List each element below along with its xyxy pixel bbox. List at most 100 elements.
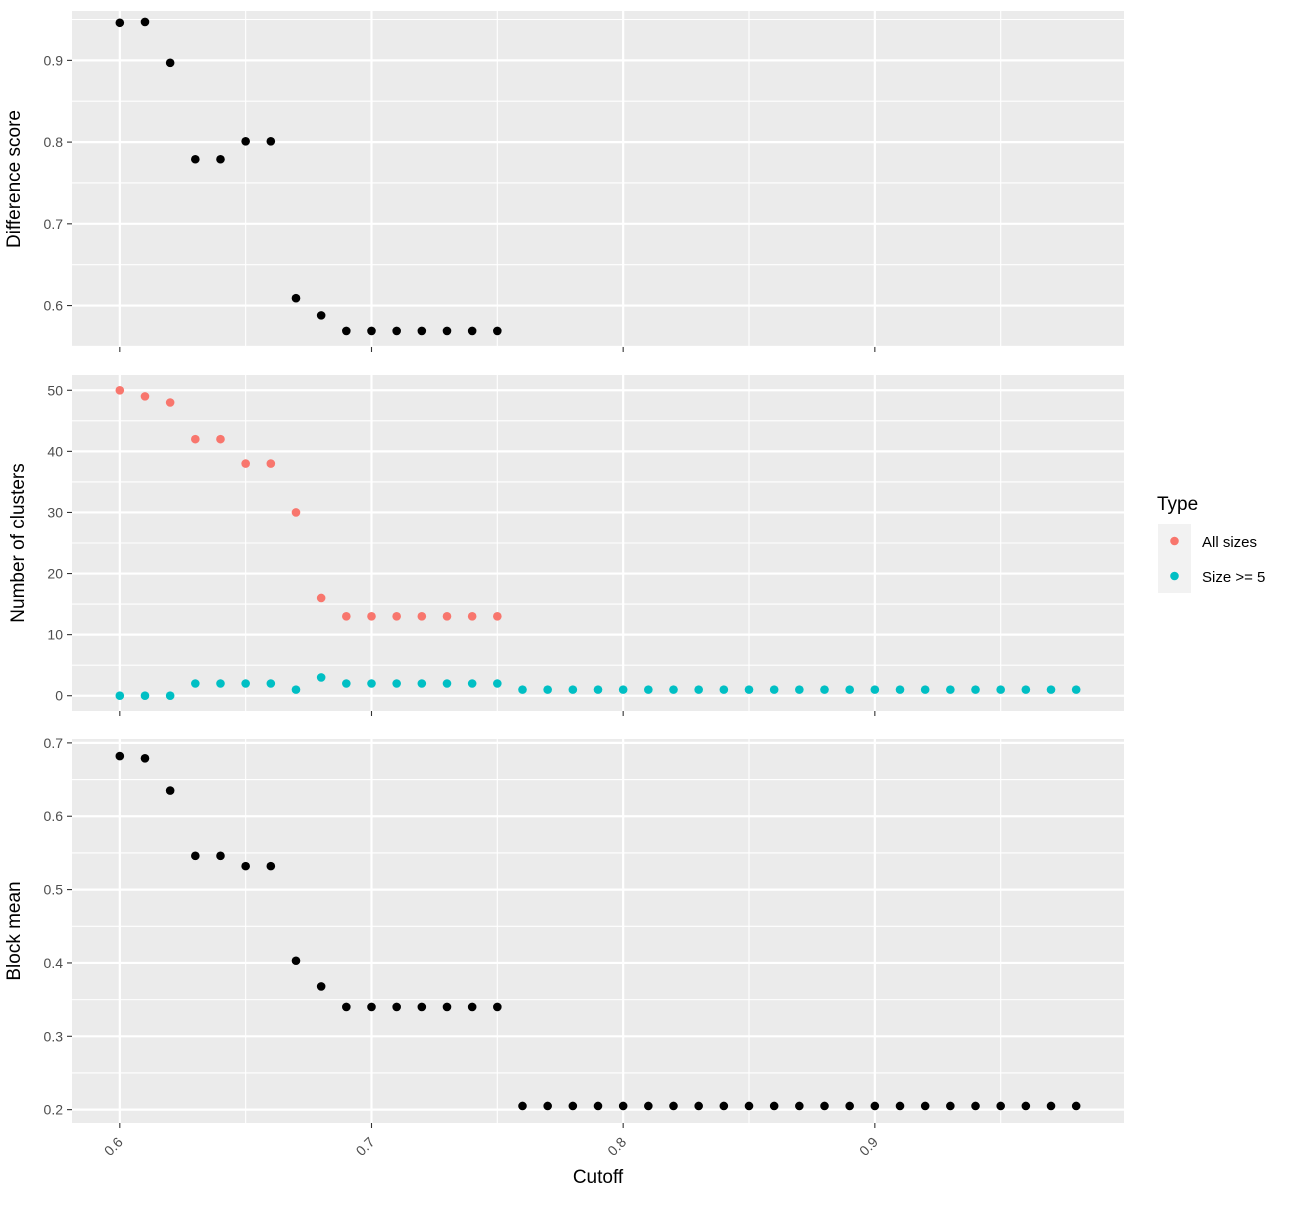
data-point [644,1101,653,1111]
data-point [115,751,125,761]
y-tick-label: 0.5 [44,882,64,898]
y-axis-title: Number of clusters [8,463,29,622]
data-point [1021,1101,1031,1111]
data-point [996,1101,1005,1111]
data-point [241,861,250,871]
data-point [191,154,200,164]
legend-title: Type [1157,494,1198,515]
data-point [165,398,175,407]
data-point [694,1101,703,1111]
y-tick-label: 0.9 [44,52,64,68]
data-point [241,679,250,688]
data-point [769,685,779,694]
data-point [1046,1101,1056,1111]
data-point [191,434,200,444]
data-point [367,679,376,688]
data-point [291,685,301,694]
data-point [140,17,150,27]
data-point [493,326,502,336]
data-point [342,1002,351,1012]
data-point [467,679,477,688]
x-tick-label: 0.7 [353,1134,378,1159]
data-point [367,612,376,621]
y-tick-label: 30 [47,504,63,520]
legend-label-size-ge-5: Size >= 5 [1202,569,1265,586]
data-point [140,392,150,401]
data-point [820,1101,829,1111]
data-point [493,1002,502,1012]
data-point [367,326,376,336]
data-point [342,326,351,336]
data-point [316,311,326,320]
data-point [946,1101,955,1111]
data-point [367,1002,376,1012]
data-point [493,612,502,621]
data-point [417,612,427,621]
data-point [493,679,502,688]
data-point [417,326,427,336]
data-point [442,1002,452,1012]
data-point [719,685,729,694]
data-point [442,326,452,336]
series-difference-0 [115,17,502,336]
data-point [342,679,351,688]
data-point [518,1101,527,1111]
data-point [115,18,125,28]
data-point [442,679,452,688]
data-point [392,679,401,688]
data-point [140,691,150,701]
y-tick-label: 0.3 [44,1028,64,1044]
legend: Type All sizes Size >= 5 [1157,494,1265,593]
data-point [266,459,276,468]
data-point [467,612,477,621]
data-point [1021,685,1031,694]
y-tick-label: 20 [47,566,63,582]
data-point [165,786,175,795]
panel-clusters: 0 10 20 30 40 50 Number of clusters [8,375,1124,716]
data-point [795,685,804,694]
data-point [769,1101,779,1111]
data-point [870,685,880,694]
y-tick-label: 0.7 [44,735,64,751]
data-point [543,685,552,694]
data-point [845,1101,854,1111]
data-point [895,685,905,694]
x-tick-label: 0.6 [101,1134,126,1159]
y-tick-label: 0.6 [44,298,64,314]
data-point [316,982,326,991]
y-tick-label: 10 [47,627,63,643]
data-point [316,673,326,682]
data-point [870,1101,880,1111]
y-tick-label: 0.4 [44,955,64,971]
data-point [996,685,1005,694]
data-point [266,679,276,688]
data-point [618,685,628,694]
x-tick-label: 0.9 [856,1134,881,1159]
data-point [744,685,754,694]
data-point [291,956,301,966]
y-tick-label: 0.6 [44,808,64,824]
data-point [442,612,452,621]
data-point [694,685,703,694]
data-point [719,1101,729,1111]
y-axis-title: Block mean [4,881,25,980]
data-point [795,1101,804,1111]
data-point [467,1002,477,1012]
y-tick-label: 0.8 [44,134,64,150]
data-point [291,293,301,303]
x-axis-title: Cutoff [573,1167,624,1188]
data-point [820,685,829,694]
panel-block: 0.2 0.3 0.4 0.5 0.6 0.7 Block mean [4,735,1124,1128]
y-tick-label: 0 [55,688,63,704]
data-point [971,1101,980,1111]
data-point [568,1101,578,1111]
data-point [971,685,980,694]
data-point [920,1101,930,1111]
data-point [191,851,200,861]
panel-background [72,739,1124,1123]
panel-background [72,11,1124,347]
data-point [417,679,427,688]
data-point [644,685,653,694]
y-tick-label: 0.2 [44,1102,64,1118]
